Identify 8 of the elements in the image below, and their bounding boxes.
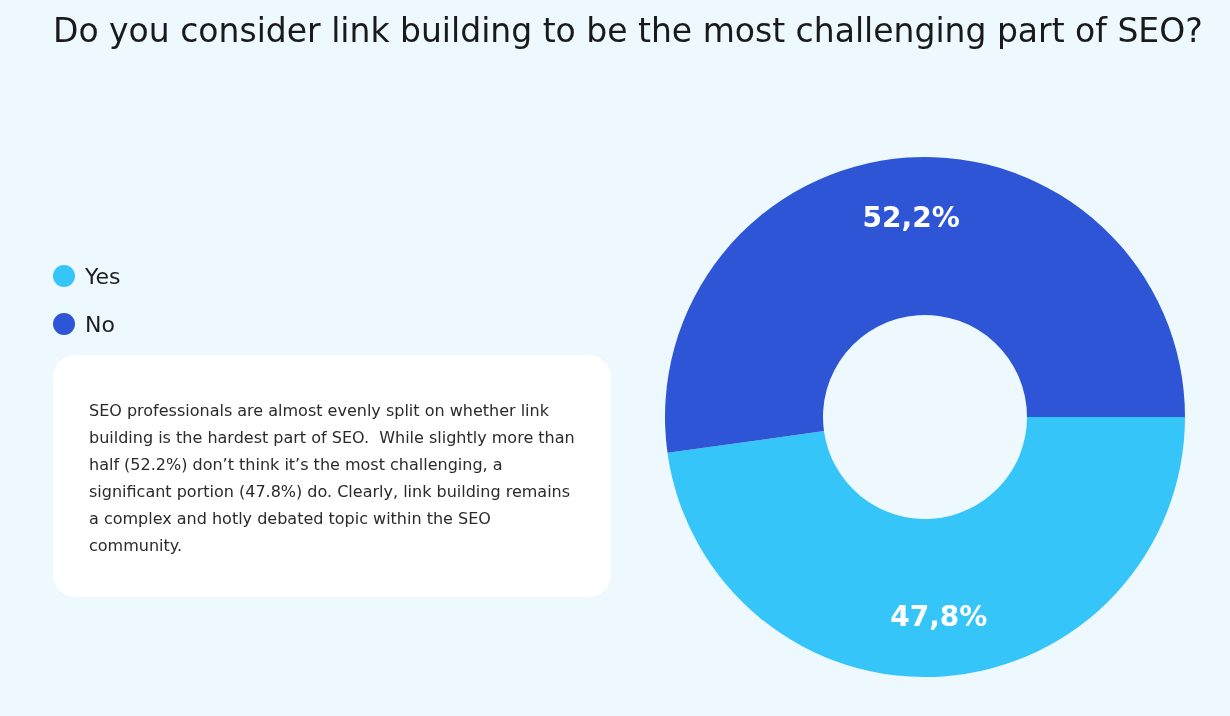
- text: SEO professionals are almost evenly split on whether link building is the hardest part of SEO. While slightly more than half (52.2%) don’t think it’s the most challenging, a significant portion (47.8%) do. Clearly, link building remains a complex and hotly debated topic within the SEO community.: [53, 355, 611, 597]
- chart-title: Do you consider link building to be the most challenging part of SEO?: [53, 10, 1203, 52]
- data-label: 47,8%: [890, 600, 988, 634]
- legend-label: No: [85, 311, 115, 337]
- data-label: 52,2%: [862, 200, 960, 234]
- donut-slice: [665, 157, 1185, 453]
- legend-label: Yes: [85, 263, 121, 289]
- donut-slice: [667, 417, 1185, 677]
